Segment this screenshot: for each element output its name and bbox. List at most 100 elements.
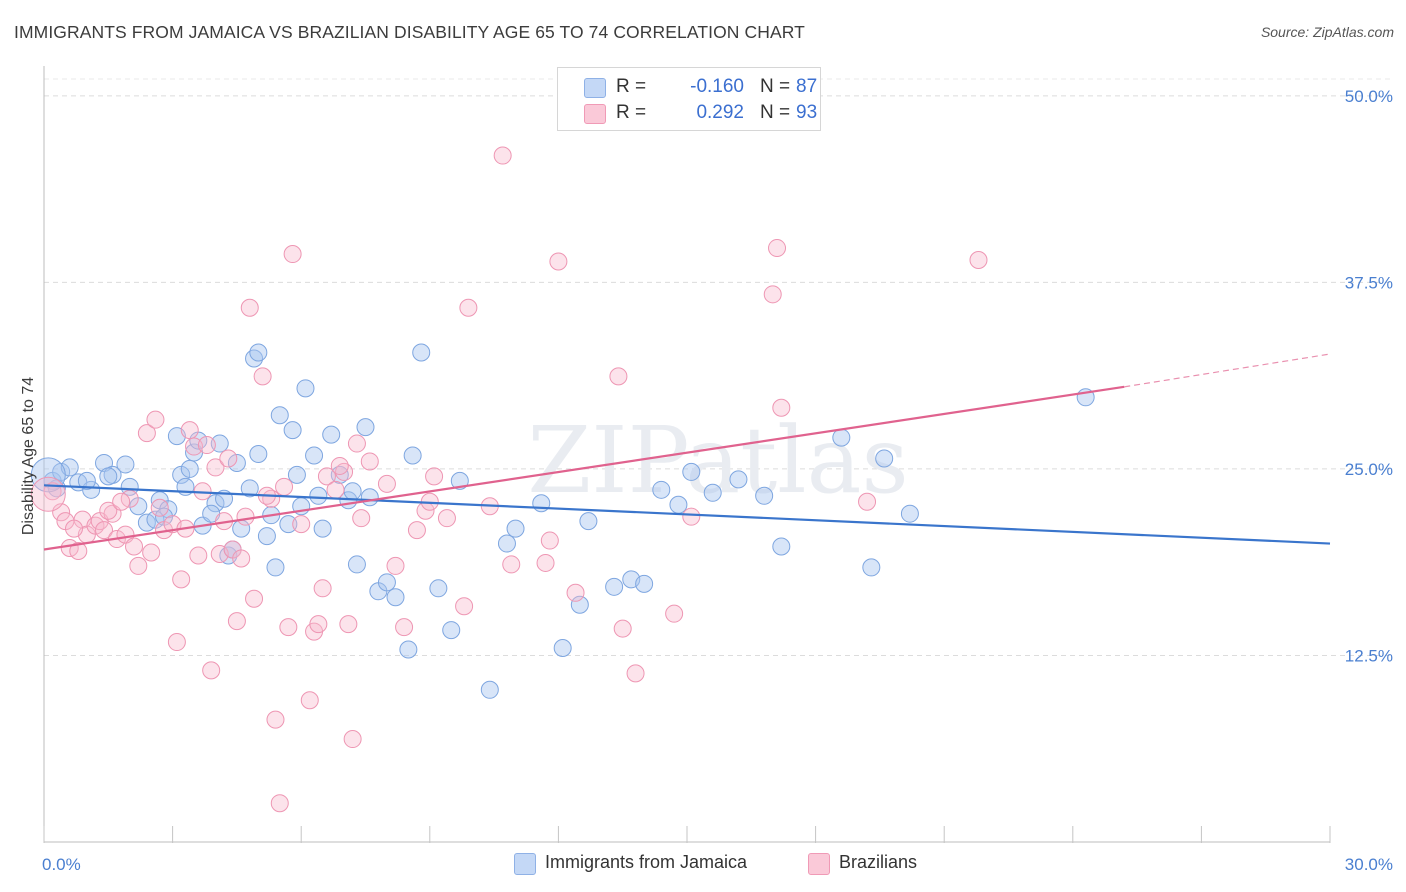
brazilian-point [219, 449, 238, 468]
jamaica-point [480, 680, 499, 699]
grid-lines [44, 78, 1392, 656]
brazilian-point [330, 456, 349, 475]
y-axis-title: Disability Age 65 to 74 [20, 377, 37, 535]
brazilian-point [142, 543, 161, 562]
r-label: R = [616, 76, 647, 97]
jamaica-point [322, 425, 341, 444]
jamaica-point [257, 527, 276, 546]
brazilian-point [309, 615, 328, 634]
brazilian-point [317, 467, 336, 486]
y-tick-label: 12.5% [1345, 646, 1393, 665]
jamaica-point [116, 455, 135, 474]
brazilian-point [493, 146, 512, 165]
brazilian-point [189, 546, 208, 565]
brazilian-point [768, 239, 787, 258]
watermark: ZIPatlas [527, 407, 908, 514]
r-value: -0.160 [690, 76, 744, 97]
brazilian-point [52, 503, 71, 522]
brazilian-point [69, 542, 88, 560]
brazilian-point [150, 498, 169, 517]
brazilian-point [763, 285, 782, 304]
jamaica-point [77, 471, 96, 490]
source-label: Source: ZipAtlas.com [1260, 24, 1394, 40]
brazilian-point [377, 474, 396, 493]
jamaica-point [579, 512, 598, 531]
y-tick-label: 25.0% [1345, 460, 1393, 479]
brazilian-point [112, 492, 131, 511]
brazilian-point [266, 710, 285, 729]
brazilian-point [240, 298, 259, 317]
brazilian-point [772, 398, 791, 417]
brazilian-point [425, 467, 444, 486]
brazilian-point [99, 501, 118, 520]
brazilian-point [180, 421, 199, 440]
jamaica-point [377, 573, 396, 592]
jamaica-point [506, 519, 525, 538]
brazilian-point [197, 436, 216, 455]
jamaica-point [305, 446, 324, 465]
jamaica-point [669, 495, 688, 514]
jamaica-point [356, 418, 375, 437]
axes [43, 66, 1331, 843]
chart-title: IMMIGRANTS FROM JAMAICA VS BRAZILIAN DIS… [14, 22, 805, 42]
jamaica-trend-line [43, 484, 1331, 545]
brazilian-point [540, 531, 559, 550]
legend-label: Immigrants from Jamaica [545, 852, 748, 872]
jamaica-swatch [514, 853, 536, 875]
x-tick-label: 30.0% [1345, 855, 1393, 874]
brazilian-point [206, 458, 225, 477]
y-tick-label: 37.5% [1345, 273, 1393, 292]
jamaica-point [343, 482, 362, 501]
brazilian-point [626, 664, 645, 683]
jamaica-point [360, 488, 379, 507]
n-label: N = [760, 76, 791, 97]
brazilian-point [347, 434, 366, 453]
jamaica-point [283, 421, 302, 440]
brazilian-point [326, 480, 345, 499]
brazilian-point [245, 589, 264, 608]
jamaica-point [450, 471, 469, 490]
brazilian-point [395, 618, 414, 637]
brazilian-point [185, 437, 204, 456]
jamaica-point [442, 621, 461, 640]
brazilian-point [459, 298, 478, 317]
brazilian-point [65, 519, 84, 538]
jamaica-point [755, 486, 774, 505]
brazilian-point [566, 583, 585, 602]
brazilian-point [437, 509, 456, 528]
brazilian-point [407, 521, 426, 540]
brazilian-point [502, 555, 521, 574]
brazilian-point [536, 553, 555, 572]
brazilian-point [313, 579, 332, 598]
jamaica-point [279, 515, 298, 534]
brazilian-point [236, 507, 255, 526]
jamaica-point [206, 494, 225, 513]
brazilian-point [343, 730, 362, 749]
jamaica-point [652, 480, 671, 499]
jamaica-point [309, 486, 328, 505]
jamaica-point [605, 577, 624, 596]
jamaica-point [862, 558, 881, 577]
jamaica-point [682, 462, 701, 481]
brazilian-point [549, 252, 568, 271]
brazilian-point [129, 556, 148, 575]
jamaica-point [82, 480, 101, 499]
brazilian-point [227, 612, 246, 631]
jamaica-point [210, 434, 229, 453]
n-label: N = [760, 102, 791, 123]
jamaica-point [287, 465, 306, 484]
brazilian-point [300, 691, 319, 710]
jamaica-point [99, 467, 118, 486]
brazilians-swatch [808, 853, 830, 875]
jamaica-point [296, 379, 315, 398]
jamaica-point [240, 479, 259, 498]
y-tick-label: 50.0% [1345, 87, 1393, 106]
jamaica-point [266, 558, 285, 577]
x-tick-label: 0.0% [42, 855, 81, 874]
brazilian-point [146, 410, 165, 429]
brazilian-point [95, 521, 114, 540]
n-value: 87 [796, 76, 818, 97]
brazilian-point [613, 619, 632, 638]
jamaica-point [832, 428, 851, 447]
